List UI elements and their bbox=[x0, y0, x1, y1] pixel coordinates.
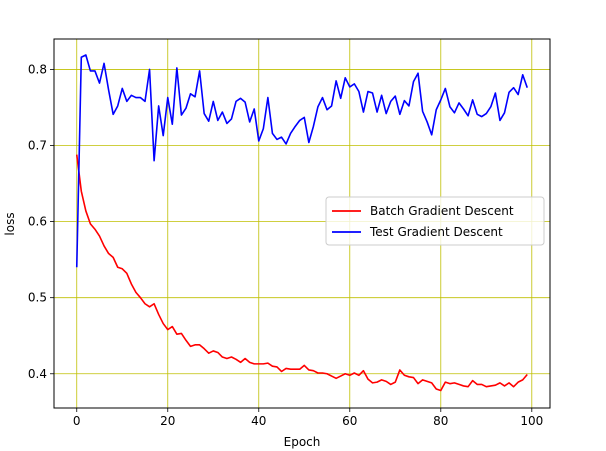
axis-ticks: 0 20 40 60 80 100 0.4 0.5 0.6 0.7 0.8 bbox=[28, 62, 543, 428]
series-group bbox=[75, 54, 529, 392]
y-tick-label: 0.4 bbox=[28, 367, 47, 381]
x-tick-label: 40 bbox=[251, 414, 266, 428]
plot-frame bbox=[53, 38, 551, 409]
series-line-batch-gradient-descent bbox=[75, 154, 528, 392]
series-line-test-gradient-descent bbox=[75, 54, 529, 268]
y-axis-label: loss bbox=[3, 212, 17, 235]
legend-frame bbox=[325, 196, 545, 246]
legend-label-test-gradient-descent: Test Gradient Descent bbox=[369, 225, 503, 239]
y-tick-label: 0.8 bbox=[28, 62, 47, 76]
x-tick-label: 60 bbox=[342, 414, 357, 428]
x-tick-label: 0 bbox=[73, 414, 81, 428]
x-tick-label: 20 bbox=[160, 414, 175, 428]
grid bbox=[54, 39, 550, 408]
y-tick-label: 0.6 bbox=[28, 215, 47, 229]
y-tick-label: 0.7 bbox=[28, 139, 47, 153]
y-tick-label: 0.5 bbox=[28, 291, 47, 305]
x-axis-label: Epoch bbox=[284, 435, 321, 449]
legend: Batch Gradient Descent Test Gradient Des… bbox=[325, 196, 545, 246]
x-tick-label: 100 bbox=[520, 414, 543, 428]
x-tick-label: 80 bbox=[433, 414, 448, 428]
legend-label-batch-gradient-descent: Batch Gradient Descent bbox=[370, 204, 514, 218]
